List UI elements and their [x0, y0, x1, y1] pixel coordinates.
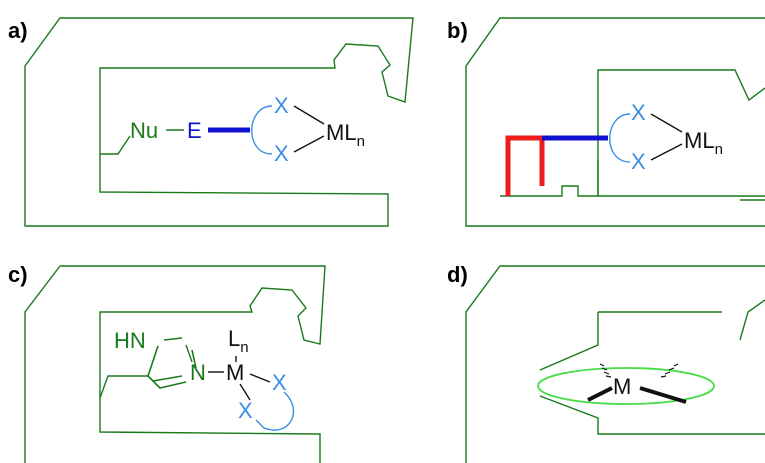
- wedge-bond-right: [639, 386, 687, 404]
- panel-c: c) HN N M Ln X X: [8, 262, 326, 463]
- panel-a: a) Nu E X X MLn: [8, 17, 414, 227]
- x-m-bond-top: [293, 105, 325, 125]
- ligand-x-top: X: [274, 93, 289, 118]
- ligand-x-bottom: X: [631, 149, 646, 174]
- nucleophile-label: Nu: [130, 118, 158, 143]
- wedge-bond-left: [587, 386, 613, 402]
- linker-chain: [100, 135, 131, 155]
- chelating-ligand-arc: [251, 105, 273, 155]
- red-linker: [505, 135, 545, 196]
- panel-a-label: a): [8, 18, 28, 43]
- hashed-bond-right: [660, 363, 679, 378]
- electrophile-label: E: [187, 118, 202, 143]
- pocket-inner-groove: [500, 160, 599, 197]
- ligand-x-lower: X: [238, 398, 253, 423]
- n-label: N: [190, 360, 206, 385]
- linker-chain: [99, 375, 148, 399]
- hn-label: HN: [114, 328, 146, 353]
- x-m-bond-bottom: [293, 135, 325, 153]
- panel-d-label: d): [447, 262, 468, 287]
- x-m-bond-top: [650, 113, 683, 133]
- ligand-x-bottom: X: [274, 141, 289, 166]
- m-x-bond-lower: [239, 383, 251, 401]
- ligand-l-label: Ln: [228, 326, 249, 356]
- ligand-x-right: X: [272, 370, 287, 395]
- metal-complex-label: MLn: [684, 128, 723, 158]
- hashed-bond-left: [599, 363, 612, 378]
- chelating-ligand-arc: [609, 113, 631, 163]
- panel-b-label: b): [447, 18, 468, 43]
- x-m-bond-bottom: [650, 143, 683, 161]
- protein-pocket-outline: [24, 265, 326, 463]
- metal-label: M: [226, 360, 244, 385]
- metal-label: M: [613, 374, 631, 399]
- panel-b: b) X X MLn: [447, 17, 765, 227]
- imidazole-ring: [147, 337, 197, 389]
- protein-pocket-outline: [465, 265, 765, 463]
- m-x-bond-right: [249, 373, 271, 383]
- chelating-ligand-arc: [255, 391, 295, 431]
- panel-c-label: c): [8, 262, 28, 287]
- panel-d: d) M: [447, 262, 765, 463]
- protein-pocket-outline: [465, 17, 765, 227]
- ligand-x-top: X: [631, 100, 646, 125]
- planar-binding-ellipse: [537, 367, 715, 405]
- metal-complex-label: MLn: [326, 120, 365, 150]
- protein-pocket-outline: [24, 17, 414, 227]
